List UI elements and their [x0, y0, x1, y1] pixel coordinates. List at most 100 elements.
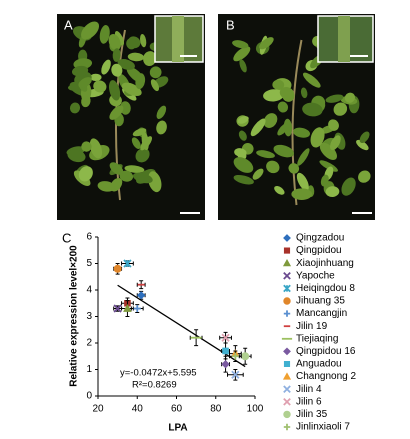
leaf [274, 185, 285, 195]
stem [291, 39, 303, 206]
legend-marker [283, 284, 291, 293]
marker [133, 305, 141, 313]
leaf [78, 166, 93, 182]
legend-label: Anguadou [296, 359, 342, 370]
leaf [119, 170, 134, 182]
leaf [256, 150, 275, 159]
leaf [111, 63, 123, 77]
leaf [121, 82, 142, 97]
leaf [344, 92, 356, 103]
legend-label: Jihuang 35 [296, 296, 345, 307]
leaf [302, 102, 323, 117]
leaf [81, 141, 92, 152]
leaf [135, 147, 150, 163]
leaf [239, 59, 247, 73]
leaf [320, 174, 329, 187]
leaf [150, 79, 160, 92]
leaf [310, 127, 325, 148]
leaf [277, 101, 289, 113]
marker [123, 304, 132, 312]
legend-label: Heiqingdou 8 [296, 283, 355, 294]
leaf [109, 162, 124, 175]
leaf [319, 160, 338, 172]
leaf [234, 148, 247, 157]
marker [221, 333, 230, 342]
legend-marker [283, 310, 291, 317]
equation: y=-0.0472x+5.595 [120, 368, 197, 379]
legend-label: Yapoche [296, 270, 335, 281]
leaf [126, 38, 137, 50]
photo-a: A [57, 14, 205, 220]
leaf [114, 31, 125, 46]
leaf [330, 135, 341, 151]
legend-marker [283, 297, 291, 305]
y-axis-label: Relative expression level×200 [69, 245, 80, 387]
leaf [108, 80, 121, 101]
leaf [341, 177, 356, 196]
legend-marker [282, 372, 292, 380]
panel-label: A [64, 17, 73, 32]
marker [241, 352, 250, 361]
leaf [263, 113, 278, 128]
y-tick-label: 0 [86, 391, 92, 402]
leaf [291, 188, 313, 200]
legend-marker [283, 410, 291, 419]
leaf [293, 127, 311, 138]
leaf [67, 149, 86, 163]
marker [136, 291, 146, 300]
leaf [112, 48, 121, 62]
leaf [333, 102, 348, 116]
leaf [288, 163, 300, 174]
leaf [325, 94, 344, 103]
leaf [250, 118, 266, 137]
leaf [132, 128, 147, 137]
leaf [69, 102, 81, 114]
leaf [99, 25, 110, 44]
x-tick-label: 40 [132, 404, 144, 415]
leaf [135, 73, 146, 90]
photo-b: B [218, 14, 375, 220]
marker [113, 304, 122, 313]
leaf [97, 181, 115, 192]
leaf [259, 37, 274, 50]
leaf [272, 79, 285, 90]
legend-label: Jinlinxiaoli 7 [296, 422, 350, 433]
panel-label: B [226, 17, 235, 32]
leaf [296, 172, 309, 191]
leaf [328, 119, 339, 131]
leaf [300, 87, 308, 99]
leaf [132, 172, 153, 184]
leaf [325, 186, 340, 198]
x-tick-label: 20 [92, 404, 104, 415]
leaf [148, 171, 162, 193]
leaf [131, 137, 141, 149]
leaf [233, 157, 254, 173]
leaf [108, 34, 121, 51]
leaf [273, 144, 295, 158]
leaf [109, 105, 124, 120]
leaf [117, 59, 135, 70]
legend-label: Qingpidou [296, 245, 342, 256]
y-tick-label: 5 [86, 258, 92, 269]
leaf [237, 116, 249, 124]
legend-label: Jilin 35 [296, 409, 328, 420]
legend-marker [283, 423, 291, 431]
marker [222, 347, 229, 355]
leaf [127, 52, 145, 62]
plant [66, 21, 169, 201]
inset-stem [172, 16, 184, 62]
leaf [302, 72, 321, 88]
x-tick-label: 100 [247, 404, 264, 415]
leaf [89, 73, 102, 82]
leaf [297, 148, 310, 166]
leaf [266, 160, 280, 174]
marker [221, 359, 230, 369]
leaf [141, 131, 149, 151]
leaf [120, 101, 131, 115]
leaf [101, 59, 111, 75]
legend-label: Xiaojinhuang [296, 258, 354, 269]
leaf [139, 34, 147, 48]
panel-label: C [62, 230, 71, 245]
